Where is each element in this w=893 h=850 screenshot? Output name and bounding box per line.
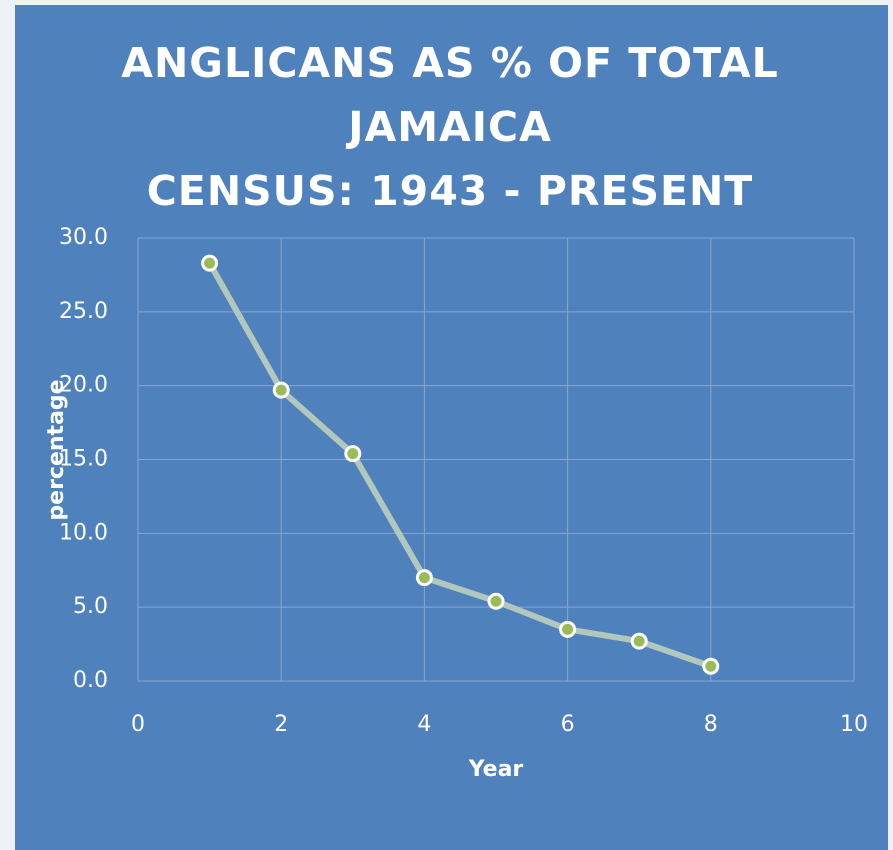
y-tick-label: 20.0 [59,373,108,398]
chart-title: JAMAICA [345,103,552,151]
x-tick-label: 8 [704,712,718,737]
y-tick-label: 5.0 [73,594,108,619]
y-tick-label: 15.0 [59,447,108,472]
data-point [702,657,720,675]
x-tick-label: 0 [131,712,145,737]
x-tick-label: 10 [840,712,868,737]
chart-title: CENSUS: 1943 - PRESENT [147,167,754,215]
data-point [344,445,362,463]
x-tick-label: 4 [417,712,431,737]
x-axis-title: Year [468,757,524,782]
y-tick-label: 10.0 [59,520,108,545]
chart-background [15,5,888,850]
data-line [206,261,712,670]
y-tick-label: 25.0 [59,299,108,324]
x-tick-label: 6 [561,712,575,737]
x-tick-label: 2 [274,712,288,737]
data-point [630,632,648,650]
data-point [559,620,577,638]
chart-title: ANGLICANS AS % OF TOTAL [121,39,779,87]
data-point [487,592,505,610]
y-tick-label: 0.0 [73,668,108,693]
data-point [415,569,433,587]
y-axis-title: percentage [44,379,69,520]
y-tick-label: 30.0 [59,225,108,250]
data-point [272,381,290,399]
data-point [201,254,219,272]
